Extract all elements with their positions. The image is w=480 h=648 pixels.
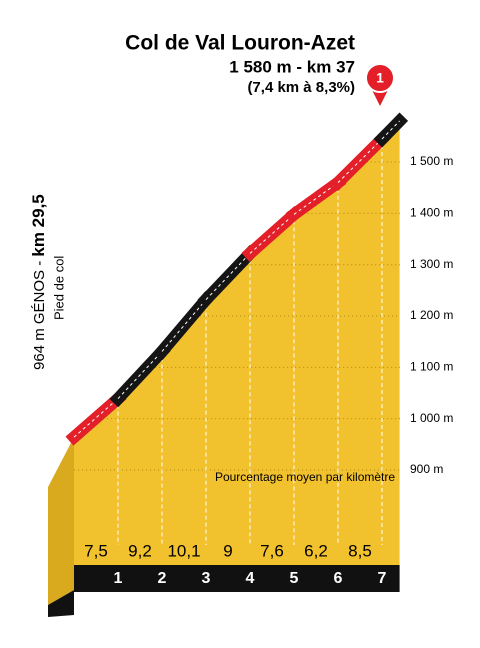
profile-dash <box>161 299 207 352</box>
gradient-label: 7,6 <box>260 541 284 560</box>
y-tick-label: 900 m <box>410 462 443 476</box>
side-face <box>48 437 74 605</box>
base-side <box>48 590 74 617</box>
profile-area <box>74 121 400 565</box>
km-label: 4 <box>246 570 255 587</box>
profile-dash <box>73 398 119 438</box>
gradient-label: 6,2 <box>304 541 328 560</box>
km-label: 1 <box>114 570 123 587</box>
marker-pin <box>372 90 388 106</box>
base-bar <box>74 565 400 592</box>
annotation: Pourcentage moyen par kilomètre <box>215 470 395 484</box>
profile-segment <box>285 174 347 223</box>
profile-dash <box>381 120 400 140</box>
profile-dash <box>249 214 295 254</box>
start-km: km 29,5 <box>29 194 48 256</box>
km-label: 6 <box>334 570 343 587</box>
gradient-label: 9 <box>223 541 232 560</box>
y-tick-label: 1 100 m <box>410 360 453 374</box>
km-label: 7 <box>378 570 387 587</box>
gradient-label: 7,5 <box>84 541 108 560</box>
gradient-label: 8,5 <box>348 541 372 560</box>
gradient-label: 9,2 <box>128 541 152 560</box>
y-tick-label: 1 200 m <box>410 308 453 322</box>
profile-dash <box>337 138 383 183</box>
marker-circle <box>365 63 395 93</box>
note: (7,4 km à 8,3%) <box>247 79 355 96</box>
title: Col de Val Louron-Azet <box>125 32 355 55</box>
km-label: 2 <box>158 570 167 587</box>
y-tick-label: 1 400 m <box>410 206 453 220</box>
km-label: 3 <box>202 570 211 587</box>
profile-dash <box>205 253 251 300</box>
start-note: Pied de col <box>51 256 66 320</box>
start-altitude: 964 m GÉNOS - <box>31 261 48 370</box>
start-label: 964 m GÉNOS - km 29,5 <box>29 194 48 370</box>
gradient-label: 10,1 <box>167 541 200 560</box>
km-label: 5 <box>290 570 299 587</box>
profile-dash <box>117 351 163 400</box>
marker-label: 1 <box>376 70 384 86</box>
y-tick-label: 1 500 m <box>410 154 453 168</box>
start-label-group: 964 m GÉNOS - km 29,5 Pied de col <box>29 194 66 370</box>
subtitle: 1 580 m - km 37 <box>229 57 355 76</box>
y-tick-label: 1 300 m <box>410 257 453 271</box>
y-tick-label: 1 000 m <box>410 411 453 425</box>
